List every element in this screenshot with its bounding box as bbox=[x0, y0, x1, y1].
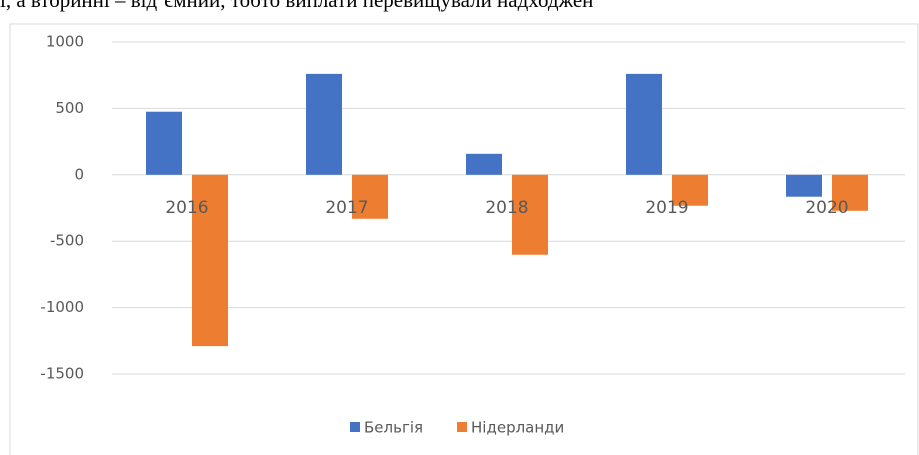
bar bbox=[352, 174, 388, 219]
y-tick-label: 0 bbox=[74, 165, 84, 183]
bar bbox=[466, 153, 502, 175]
x-tick-label: 2016 bbox=[165, 198, 208, 218]
x-tick-label: 2018 bbox=[485, 198, 528, 218]
y-tick-label: 1000 bbox=[46, 33, 84, 51]
bar bbox=[786, 174, 822, 197]
bar bbox=[192, 174, 228, 347]
y-tick-label: -500 bbox=[50, 232, 84, 250]
bar bbox=[306, 73, 342, 175]
y-tick-label: -1000 bbox=[40, 298, 84, 316]
bar bbox=[832, 174, 868, 211]
legend-label: Нідерланди bbox=[471, 419, 564, 437]
x-tick-label: 2019 bbox=[645, 198, 688, 218]
bar bbox=[626, 73, 662, 175]
y-tick-label: -1500 bbox=[40, 365, 84, 383]
x-tick-label: 2017 bbox=[325, 198, 368, 218]
chart-border bbox=[9, 23, 919, 455]
legend-label: Бельгія bbox=[364, 419, 423, 437]
bar bbox=[146, 111, 182, 175]
x-tick-label: 2020 bbox=[805, 198, 848, 218]
bar bbox=[512, 174, 548, 255]
legend-swatch bbox=[350, 422, 360, 432]
legend-swatch bbox=[457, 422, 468, 432]
bar bbox=[672, 174, 708, 206]
context-text: і, а вторинні – від’ємний, тобто виплати… bbox=[0, 0, 594, 12]
y-tick-label: 500 bbox=[55, 99, 84, 117]
